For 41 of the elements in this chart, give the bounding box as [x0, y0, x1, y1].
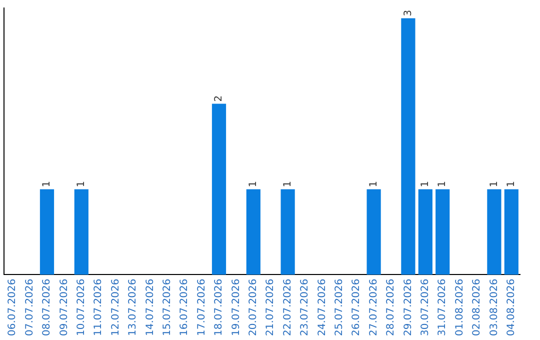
x-tick-label: 02.08.2026	[472, 278, 483, 336]
x-tick-label: 10.07.2026	[76, 278, 87, 336]
x-tick-label: 08.07.2026	[42, 278, 53, 336]
x-tick-label: 03.08.2026	[488, 278, 500, 336]
x-tick-label: 31.07.2026	[437, 278, 448, 336]
x-tick-label: 14.07.2026	[144, 278, 156, 336]
data-label: 1	[437, 180, 448, 188]
x-tick-label: 20.07.2026	[248, 278, 259, 336]
x-tick-label: 04.08.2026	[506, 278, 517, 336]
x-tick-label: 19.07.2026	[230, 278, 242, 336]
data-label: 2	[214, 95, 225, 102]
x-tick-label: 26.07.2026	[351, 278, 362, 336]
x-tick-label: 15.07.2026	[162, 278, 173, 336]
x-tick-label: 17.07.2026	[196, 278, 208, 336]
data-label: 3	[402, 10, 414, 16]
data-label: 1	[76, 180, 87, 188]
data-label: 1	[282, 180, 294, 188]
x-tick-label: 30.07.2026	[420, 278, 431, 336]
x-tick-label: 18.07.2026	[214, 278, 225, 336]
x-tick-label: 29.07.2026	[402, 278, 414, 336]
data-label: 1	[420, 180, 431, 188]
x-tick-label: 21.07.2026	[265, 278, 276, 336]
x-tick-label: 16.07.2026	[179, 278, 190, 336]
x-tick-label: 06.07.2026	[7, 278, 18, 336]
data-label: 1	[488, 180, 500, 188]
x-tick-label: 27.07.2026	[368, 278, 380, 336]
x-tick-label: 22.07.2026	[282, 278, 294, 336]
data-label: 1	[42, 180, 53, 188]
x-tick-label: 28.07.2026	[386, 278, 397, 336]
x-tick-label: 23.07.2026	[300, 278, 311, 336]
data-label: 1	[248, 180, 259, 188]
x-tick-label: 12.07.2026	[110, 278, 122, 336]
x-tick-label: 11.07.2026	[93, 278, 104, 336]
data-label: 1	[506, 180, 517, 188]
x-tick-label: 13.07.2026	[128, 278, 139, 336]
x-tick-label: 24.07.2026	[316, 278, 328, 336]
x-tick-label: 25.07.2026	[334, 278, 345, 336]
x-tick-label: 01.08.2026	[454, 278, 466, 336]
x-tick-label: 07.07.2026	[24, 278, 36, 336]
data-label: 1	[368, 180, 380, 188]
x-tick-label: 09.07.2026	[58, 278, 70, 336]
